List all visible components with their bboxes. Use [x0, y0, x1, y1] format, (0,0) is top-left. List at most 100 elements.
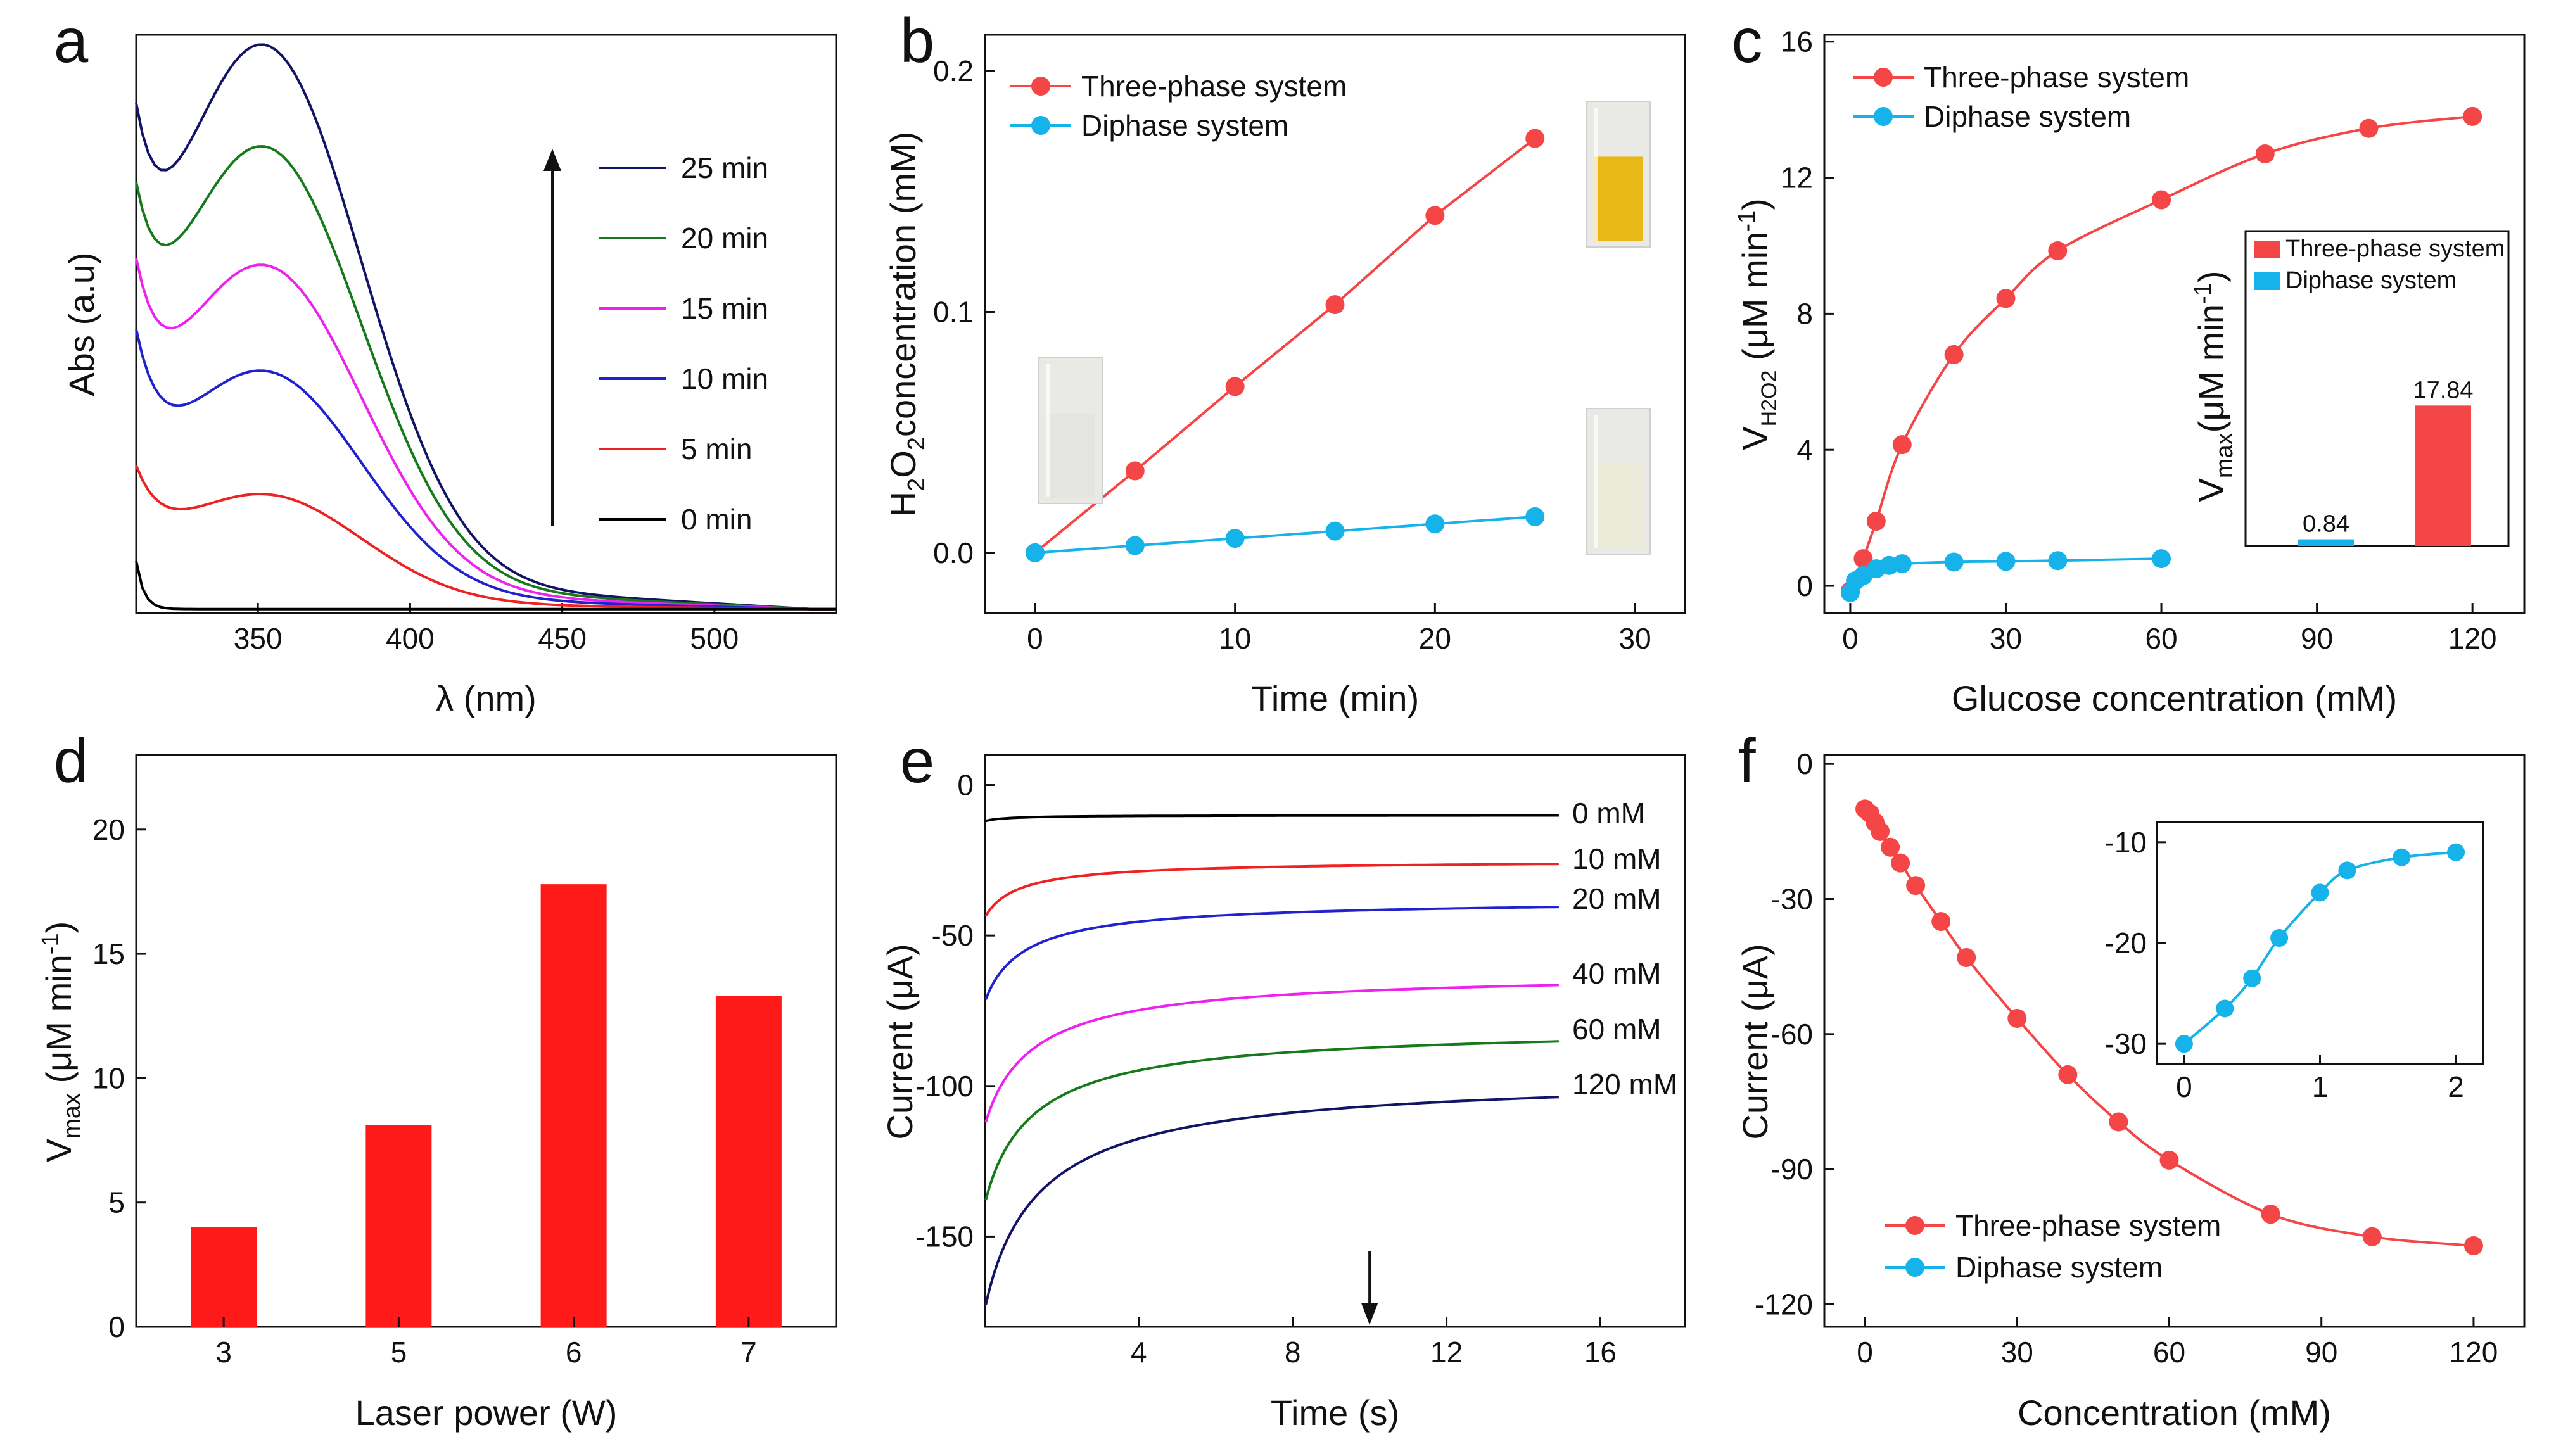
label-part: (μM min [1735, 232, 1775, 360]
current-trace [985, 814, 1559, 823]
inset-legend-swatch [2254, 272, 2280, 290]
legend-label: Three-phase system [1081, 70, 1347, 103]
data-point [2261, 1205, 2280, 1224]
data-point [1525, 507, 1545, 526]
inset-x-tick-label: 1 [2312, 1070, 2329, 1103]
data-point [2152, 190, 2171, 210]
data-point [1871, 821, 1890, 841]
data-point [1225, 377, 1245, 396]
data-point [1996, 289, 2016, 308]
spectrum-line [135, 465, 836, 611]
y-tick-label: -60 [1771, 1018, 1813, 1051]
label-part: max [2211, 433, 2238, 478]
x-tick-label: 0 [1842, 622, 1859, 655]
legend-marker [1031, 116, 1050, 135]
cuvette-glare [1594, 108, 1598, 241]
panel-a: 350 400 450 500 25 min 20 min 15 min 10 min 5 mi… [54, 6, 837, 718]
legend-marker [1031, 77, 1050, 96]
x-tick-label: 4 [1131, 1336, 1147, 1369]
label-part: max [59, 1093, 86, 1139]
y-tick-label: -150 [915, 1220, 974, 1253]
data-point [2007, 1008, 2027, 1028]
plot-frame [1823, 754, 2526, 1328]
data-point [1325, 521, 1345, 541]
data-point [2048, 241, 2068, 261]
label-part: 2 [903, 478, 930, 491]
inset-data-point [2338, 861, 2356, 880]
legend-label: Three-phase system [1924, 61, 2189, 94]
inset-bar-label: 0.84 [2303, 511, 2349, 538]
data-point [1957, 947, 1976, 967]
cuvette-liquid [1594, 464, 1643, 548]
bar [540, 884, 607, 1327]
label-part: V [2191, 478, 2231, 502]
inset-data-point [2311, 883, 2329, 902]
inset-y-tick-label: -30 [2105, 1027, 2147, 1060]
series-label: 10 mM [1572, 842, 1662, 875]
x-tick-label: 3 [215, 1336, 232, 1369]
legend-label: 10 min [681, 362, 768, 395]
y-axis-label: H2O2concentration (mM) [883, 132, 930, 517]
y-axis-label: Current (μA) [1735, 944, 1775, 1139]
x-tick-label: 12 [1430, 1336, 1463, 1369]
label-part: -1 [2190, 282, 2216, 304]
legend-label: Diphase system [1081, 109, 1288, 142]
x-tick-label: 30 [2001, 1336, 2033, 1369]
x-tick-label: 16 [1584, 1336, 1617, 1369]
cuvette-three-phase [1586, 101, 1651, 248]
legend-label: 5 min [681, 433, 752, 465]
data-point [1931, 912, 1951, 932]
data-point [2159, 1150, 2179, 1170]
y-tick-label: -50 [932, 919, 974, 952]
data-point [1944, 345, 1964, 364]
label-part: O [883, 450, 923, 478]
series-line [1034, 137, 1536, 554]
x-axis-label: Concentration (mM) [2018, 1393, 2331, 1433]
x-axis-label: λ (nm) [436, 678, 537, 718]
data-point [1892, 435, 1912, 455]
x-tick-label: 7 [741, 1336, 757, 1369]
data-point [2255, 144, 2275, 163]
x-tick-label: 60 [2153, 1336, 2185, 1369]
data-point [2048, 551, 2068, 571]
inset-legend-label: Diphase system [2285, 267, 2457, 294]
legend-marker [1905, 1258, 1924, 1277]
y-tick-label: 20 [92, 813, 125, 846]
data-point [2152, 549, 2171, 569]
data-point [1892, 554, 1912, 574]
data-point [1425, 514, 1445, 534]
label-part: H2O2 [1757, 370, 1781, 427]
y-axis-label: Abs (a.u) [61, 252, 101, 396]
x-tick-label: 60 [2145, 622, 2177, 655]
x-tick-label: 30 [1618, 622, 1651, 655]
y-tick-label: -120 [1755, 1288, 1813, 1320]
inset-bar [2415, 405, 2471, 546]
label-part [39, 1084, 79, 1094]
inset-frame [2156, 821, 2484, 1065]
data-point [1225, 529, 1245, 548]
injection-arrow-head [1361, 1303, 1378, 1325]
y-tick-label: 16 [1781, 25, 1813, 58]
panel-letter: f [1738, 726, 1756, 795]
current-trace [984, 1096, 1559, 1305]
legend-marker [1905, 1216, 1924, 1235]
series-line [1849, 115, 2473, 592]
series-label: 40 mM [1572, 957, 1662, 990]
label-part: ) [2191, 271, 2231, 283]
data-point [2463, 106, 2482, 126]
inset-data-point [2393, 848, 2411, 866]
inset-data-point [2447, 843, 2465, 861]
panel-letter: b [900, 6, 935, 75]
y-tick-label: 0.0 [933, 536, 974, 569]
x-tick-label: 120 [2450, 1336, 2498, 1369]
inset-y-tick-label: -10 [2105, 826, 2147, 859]
data-point [2359, 118, 2379, 138]
x-tick-label: 450 [538, 622, 587, 655]
data-point [1881, 837, 1900, 857]
inset-data-point [2175, 1035, 2193, 1053]
y-tick-label: 4 [1796, 433, 1813, 466]
data-point [1525, 129, 1545, 148]
cuvette-liquid [1046, 413, 1095, 498]
series-label: 0 mM [1572, 797, 1645, 830]
